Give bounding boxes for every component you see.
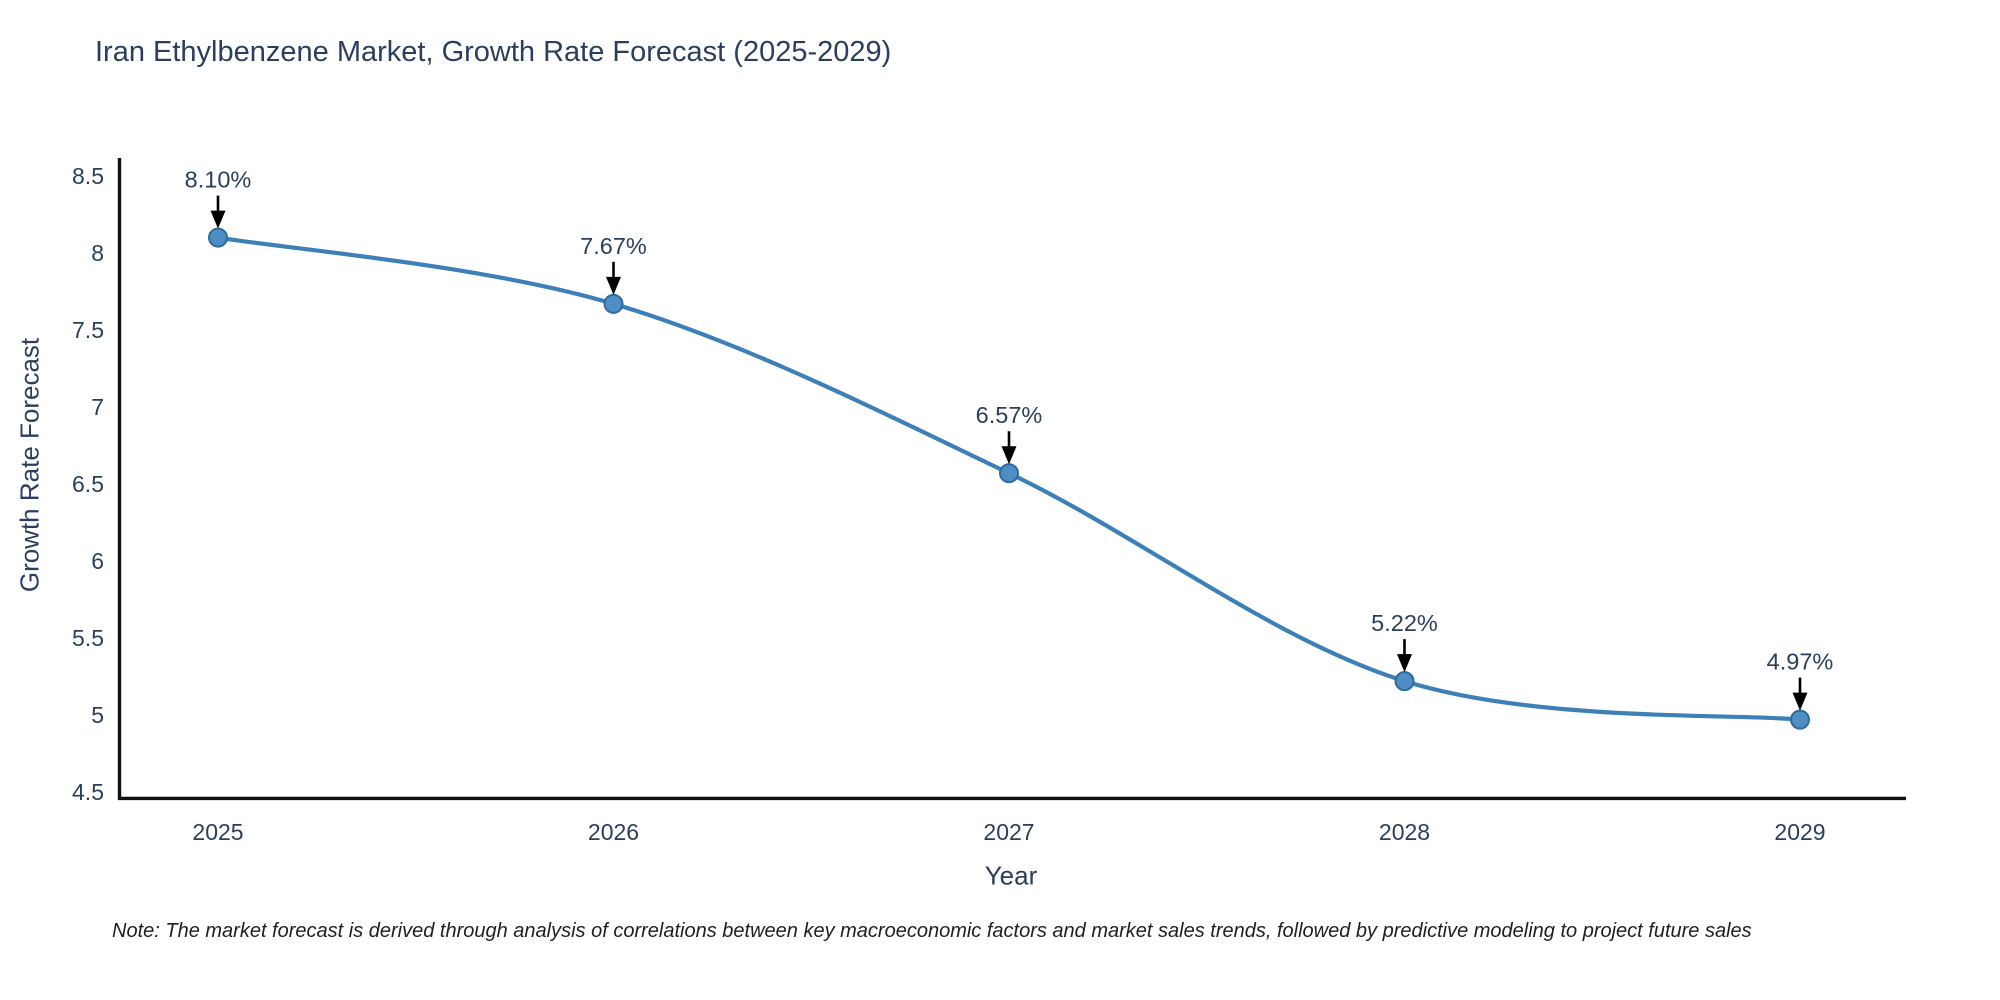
data-point-label: 5.22%	[1371, 610, 1438, 636]
footnote: Note: The market forecast is derived thr…	[112, 920, 1752, 942]
y-tick-label: 4.5	[72, 779, 104, 805]
x-tick-label: 2029	[1774, 819, 1825, 845]
data-point-marker[interactable]	[1394, 671, 1415, 692]
x-tick-label: 2028	[1379, 819, 1430, 845]
y-tick-label: 5.5	[72, 625, 104, 651]
annotation-arrow-head	[1397, 654, 1412, 673]
data-point-label: 7.67%	[580, 233, 647, 259]
y-tick-label: 6.5	[72, 471, 104, 497]
y-tick-label: 6	[91, 548, 104, 574]
data-point-label: 8.10%	[185, 167, 252, 193]
x-tick-label: 2025	[192, 819, 243, 845]
data-point-label: 4.97%	[1767, 649, 1834, 675]
x-tick-label: 2026	[588, 819, 639, 845]
annotation-arrow-head	[210, 210, 226, 229]
annotation-arrow-head	[1001, 446, 1017, 465]
x-axis-title: Year	[984, 860, 1038, 891]
data-point-label: 6.57%	[976, 402, 1043, 428]
data-point-marker[interactable]	[208, 227, 228, 248]
data-point-marker[interactable]	[999, 463, 1019, 484]
data-point-marker[interactable]	[603, 293, 624, 314]
y-tick-label: 5	[91, 702, 104, 728]
annotation-arrow-head	[606, 276, 621, 295]
x-tick-label: 2027	[983, 819, 1034, 845]
y-tick-label: 7.5	[72, 317, 104, 343]
chart-title: Iran Ethylbenzene Market, Growth Rate Fo…	[95, 36, 892, 68]
y-tick-label: 8	[91, 240, 104, 266]
y-tick-label: 8.5	[72, 163, 104, 189]
data-point-marker[interactable]	[1790, 709, 1810, 730]
y-tick-label: 7	[91, 394, 104, 420]
annotation-arrow-head	[1792, 692, 1808, 711]
